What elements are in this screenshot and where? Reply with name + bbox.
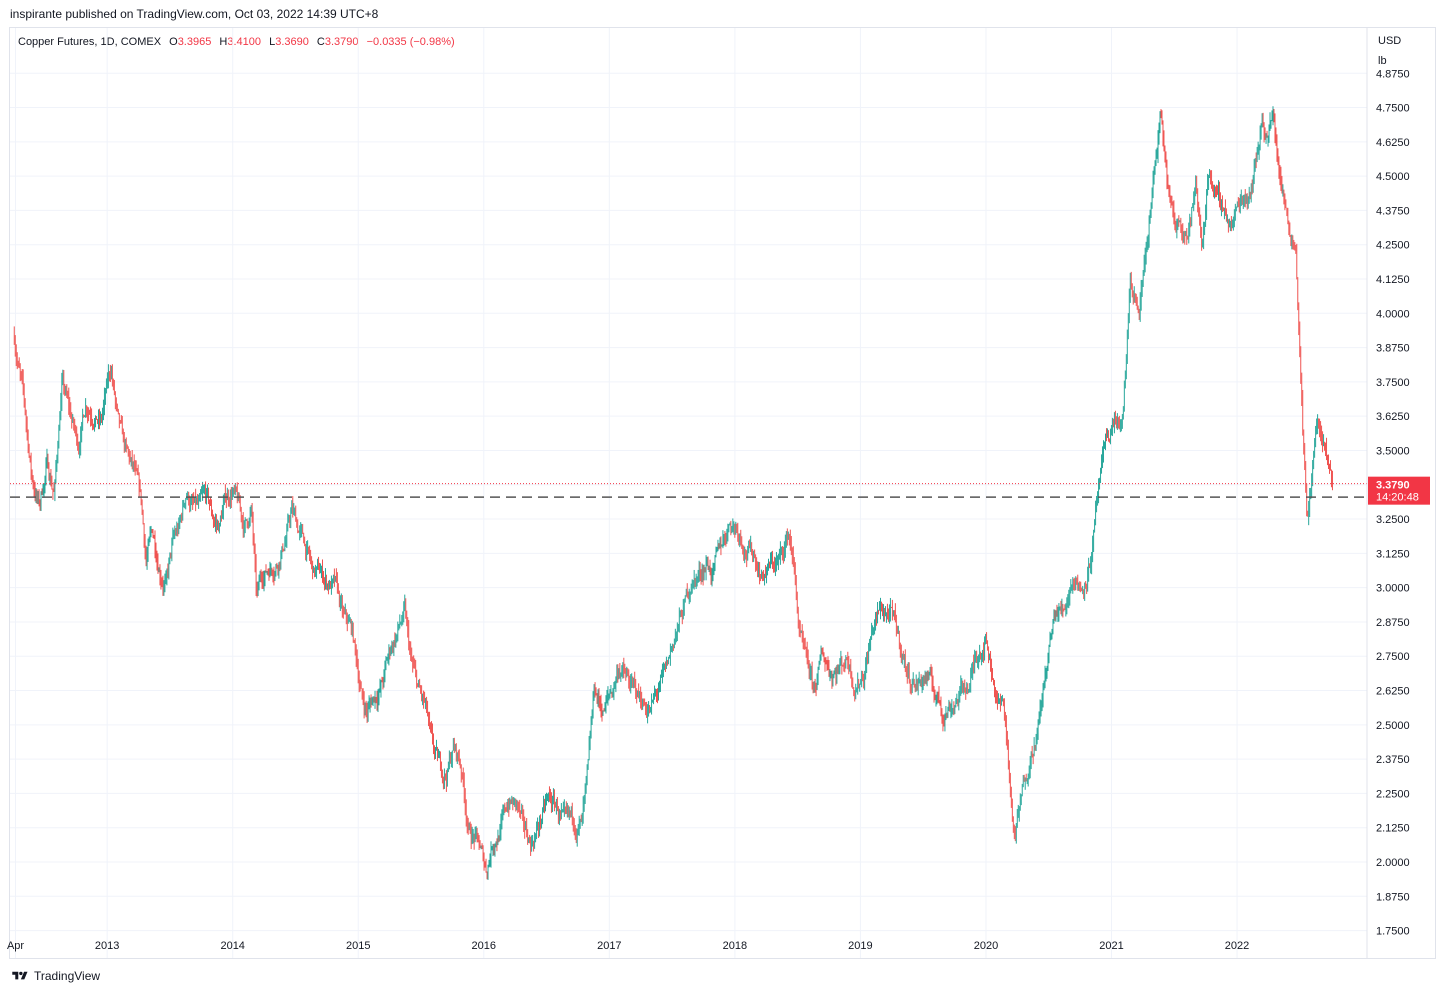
time-axis: Apr 2013 2014 2015 2016 2017 2018 2019 2020 2021 2… (7, 940, 1249, 952)
price-tick-label: 4.1250 (1376, 274, 1410, 286)
price-tick-label: 2.6250 (1376, 686, 1410, 698)
low-label: L (269, 36, 276, 48)
time-tick-label: 2019 (848, 940, 872, 952)
symbol-title: Copper Futures, 1D, COMEX (18, 36, 162, 48)
price-tick-label: 1.7500 (1376, 926, 1410, 938)
chart-frame (9, 27, 1436, 959)
price-tick-label: 3.0000 (1376, 583, 1410, 595)
time-tick-label: 2022 (1225, 940, 1249, 952)
close-label: C (316, 36, 325, 48)
price-tick-label: 4.0000 (1376, 308, 1410, 320)
price-tick-label: 1.8750 (1376, 891, 1410, 903)
time-tick-label: 2014 (220, 940, 244, 952)
price-tick-label: 4.8750 (1376, 68, 1410, 80)
open-label: O (169, 36, 178, 48)
time-tick-label: 2018 (723, 940, 747, 952)
time-tick-label: 2013 (95, 940, 119, 952)
price-tick-label: 3.2500 (1376, 514, 1410, 526)
price-tick-label: 4.5000 (1376, 171, 1410, 183)
time-tick-label: 2020 (974, 940, 998, 952)
overlays (10, 483, 1367, 498)
last-price-label: 3.3790 14:20:48 (1368, 476, 1430, 505)
tradingview-logo-icon (12, 971, 28, 980)
time-tick-label: 2016 (472, 940, 496, 952)
time-tick-label: Apr (7, 940, 24, 952)
footer-brand[interactable]: TradingView (10, 969, 100, 983)
price-tick-label: 2.3750 (1376, 754, 1410, 766)
time-tick-label: 2015 (346, 940, 370, 952)
price-tick-label: 2.7500 (1376, 651, 1410, 663)
price-tick-label: 2.2500 (1376, 788, 1410, 800)
price-tick-label: 3.8750 (1376, 343, 1410, 355)
price-tick-label: 3.5000 (1376, 445, 1410, 457)
bar-countdown: 14:20:48 (1376, 492, 1419, 504)
close-value: 3.3790 (324, 36, 359, 48)
change-value: −0.0335 (−0.98%) (366, 36, 455, 48)
price-tick-label: 4.3750 (1376, 205, 1410, 217)
price-tick-label: 2.8750 (1376, 617, 1410, 629)
low-value: 3.3690 (275, 36, 309, 48)
price-tick-label: 2.0000 (1376, 857, 1410, 869)
price-tick-label: 2.1250 (1376, 823, 1410, 835)
grid-lines (10, 28, 1367, 958)
last-price-badge (1368, 476, 1430, 505)
unit-label: lb (1378, 55, 1387, 67)
publisher-caption: inspirante published on TradingView.com,… (10, 7, 379, 21)
price-tick-label: 3.6250 (1376, 411, 1410, 423)
symbol-legend: Copper Futures, 1D, COMEX O3.3965 H3.410… (18, 36, 455, 48)
open-value: 3.3965 (177, 36, 212, 48)
high-value: 3.4100 (227, 36, 262, 48)
price-axis: 1.7500 1.8750 2.0000 2.1250 2.2500 2.3750 2.50… (1366, 28, 1410, 958)
time-tick-label: 2021 (1099, 940, 1123, 952)
price-tick-label: 2.5000 (1376, 720, 1410, 732)
price-tick-label: 3.7500 (1376, 377, 1410, 389)
price-tick-label: 4.6250 (1376, 137, 1410, 149)
price-tick-label: 4.2500 (1376, 240, 1410, 252)
time-tick-label: 2017 (597, 940, 621, 952)
last-price-value: 3.3790 (1376, 480, 1410, 492)
candle-series (13, 106, 1333, 880)
price-tick-label: 3.1250 (1376, 548, 1410, 560)
price-tick-label: 4.7500 (1376, 103, 1410, 115)
brand-name: TradingView (34, 969, 101, 983)
high-label: H (219, 36, 228, 48)
currency-label: USD (1378, 35, 1402, 47)
